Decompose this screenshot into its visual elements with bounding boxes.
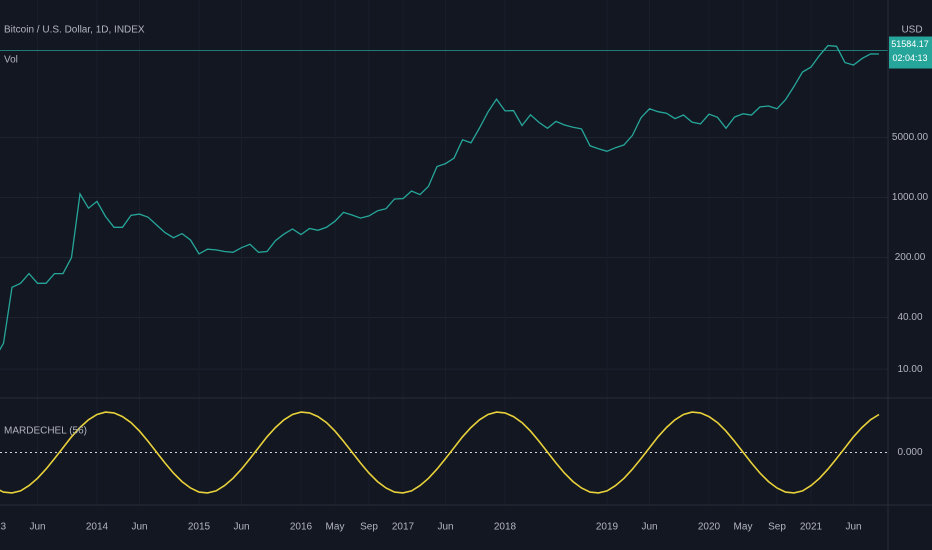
symbol-title: Bitcoin / U.S. Dollar, 1D, INDEX xyxy=(4,25,145,36)
x-tick-label: 2021 xyxy=(800,522,823,533)
label-layer: Bitcoin / U.S. Dollar, 1D, INDEX Vol MAR… xyxy=(0,25,932,533)
x-tick-label: May xyxy=(734,522,753,533)
x-tick-label: Jun xyxy=(131,522,147,533)
x-tick-label: 2019 xyxy=(596,522,619,533)
y-tick-label: 200.00 xyxy=(895,252,926,263)
x-tick-label: 2020 xyxy=(698,522,721,533)
x-tick-label: 2013 xyxy=(0,522,7,533)
x-tick-label: Jun xyxy=(845,522,861,533)
x-tick-label: Sep xyxy=(360,522,378,533)
x-tick-label: Jun xyxy=(641,522,657,533)
indicator-title: MARDECHEL (56) xyxy=(4,426,87,437)
last-price-tag xyxy=(889,36,932,69)
x-tick-label: Jun xyxy=(29,522,45,533)
y-tick-label: 10.00 xyxy=(897,364,922,375)
y-tick-label: 5000.00 xyxy=(892,132,929,143)
mark-layer xyxy=(0,44,888,494)
price-line xyxy=(0,44,880,351)
x-tick-label: 2014 xyxy=(86,522,109,533)
y-tick-label: 0.000 xyxy=(897,447,922,458)
x-tick-label: Sep xyxy=(768,522,786,533)
x-tick-label: 2016 xyxy=(290,522,313,533)
countdown-label: 02:04:13 xyxy=(892,53,927,63)
last-price-label: 51584.17 xyxy=(891,39,929,49)
x-tick-label: Jun xyxy=(233,522,249,533)
volume-label: Vol xyxy=(4,55,18,66)
y-tick-label: 1000.00 xyxy=(892,192,929,203)
x-tick-label: 2018 xyxy=(494,522,517,533)
x-tick-label: Jun xyxy=(437,522,453,533)
x-tick-label: May xyxy=(326,522,345,533)
y-tick-label: 40.00 xyxy=(897,312,922,323)
x-tick-label: 2017 xyxy=(392,522,415,533)
grid-layer xyxy=(0,137,888,453)
currency-label: USD xyxy=(901,25,922,36)
indicator-line xyxy=(0,411,880,494)
x-tick-label: 2015 xyxy=(188,522,211,533)
